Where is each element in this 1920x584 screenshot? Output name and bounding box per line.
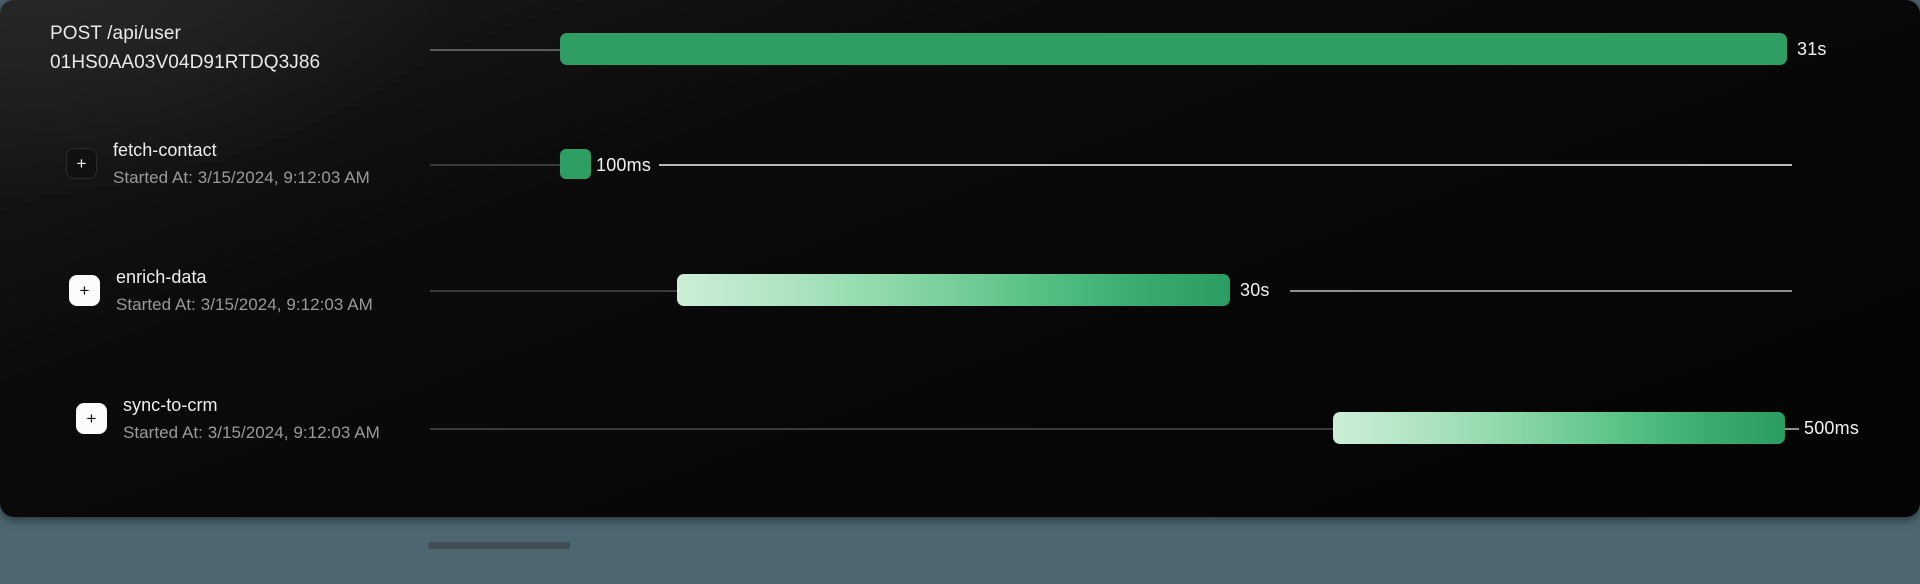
span-duration-sync-to-crm: 500ms <box>1804 418 1860 438</box>
span-bar-enrich-data[interactable] <box>677 274 1230 306</box>
span-name-enrich-data: enrich-data <box>116 267 207 287</box>
expand-span-sync-to-crm-button[interactable]: + <box>76 402 107 434</box>
plus-icon: + <box>76 153 87 173</box>
span-textblock-fetch-contact: fetch-contact Started At: 3/15/2024, 9:1… <box>113 139 370 188</box>
span-lead-line-enrich-data <box>430 290 677 292</box>
span-name-fetch-contact: fetch-contact <box>113 140 217 160</box>
span-lead-line-sync-to-crm <box>430 428 1333 430</box>
device-stand-notch <box>428 542 570 549</box>
trace-root-labels: POST /api/user 01HS0AA03V04D91RTDQ3J86 <box>50 22 320 76</box>
span-labels-sync-to-crm: + sync-to-crm Started At: 3/15/2024, 9:1… <box>76 394 380 443</box>
plus-icon: + <box>79 280 90 300</box>
span-lead-line-fetch-contact <box>430 164 560 166</box>
span-labels-fetch-contact: + fetch-contact Started At: 3/15/2024, 9… <box>66 139 370 188</box>
span-tail-line-fetch-contact <box>659 164 1792 166</box>
span-duration-enrich-data: 30s <box>1240 280 1270 300</box>
span-tail-line-sync-to-crm <box>1785 428 1799 430</box>
trace-waterfall-body: POST /api/user 01HS0AA03V04D91RTDQ3J86 3… <box>50 22 1860 444</box>
span-textblock-enrich-data: enrich-data Started At: 3/15/2024, 9:12:… <box>116 266 373 315</box>
span-textblock-sync-to-crm: sync-to-crm Started At: 3/15/2024, 9:12:… <box>123 394 380 443</box>
trace-waterfall-panel: POST /api/user 01HS0AA03V04D91RTDQ3J86 3… <box>0 0 1920 517</box>
span-bar-sync-to-crm[interactable] <box>1333 412 1785 444</box>
plus-icon: + <box>86 408 97 428</box>
span-bar-fetch-contact[interactable] <box>560 149 591 179</box>
span-labels-enrich-data: + enrich-data Started At: 3/15/2024, 9:1… <box>69 266 373 315</box>
span-tail-line-enrich-data <box>1290 290 1792 292</box>
trace-root-id: 01HS0AA03V04D91RTDQ3J86 <box>50 52 321 74</box>
trace-root-method-path: POST /api/user <box>50 23 181 44</box>
trace-root-lead-line <box>430 49 560 51</box>
expand-span-enrich-data-button[interactable]: + <box>69 274 100 306</box>
trace-root-bar[interactable] <box>560 33 1787 65</box>
span-name-sync-to-crm: sync-to-crm <box>123 395 218 415</box>
span-started-at-sync-to-crm: Started At: 3/15/2024, 9:12:03 AM <box>123 422 380 442</box>
expand-span-fetch-contact-button[interactable]: + <box>66 147 97 179</box>
span-duration-fetch-contact: 100ms <box>596 155 652 175</box>
trace-root-duration: 31s <box>1797 39 1827 59</box>
span-started-at-fetch-contact: Started At: 3/15/2024, 9:12:03 AM <box>113 167 370 187</box>
trace-root-textblock: POST /api/user 01HS0AA03V04D91RTDQ3J86 <box>50 22 320 76</box>
span-started-at-enrich-data: Started At: 3/15/2024, 9:12:03 AM <box>116 294 373 314</box>
